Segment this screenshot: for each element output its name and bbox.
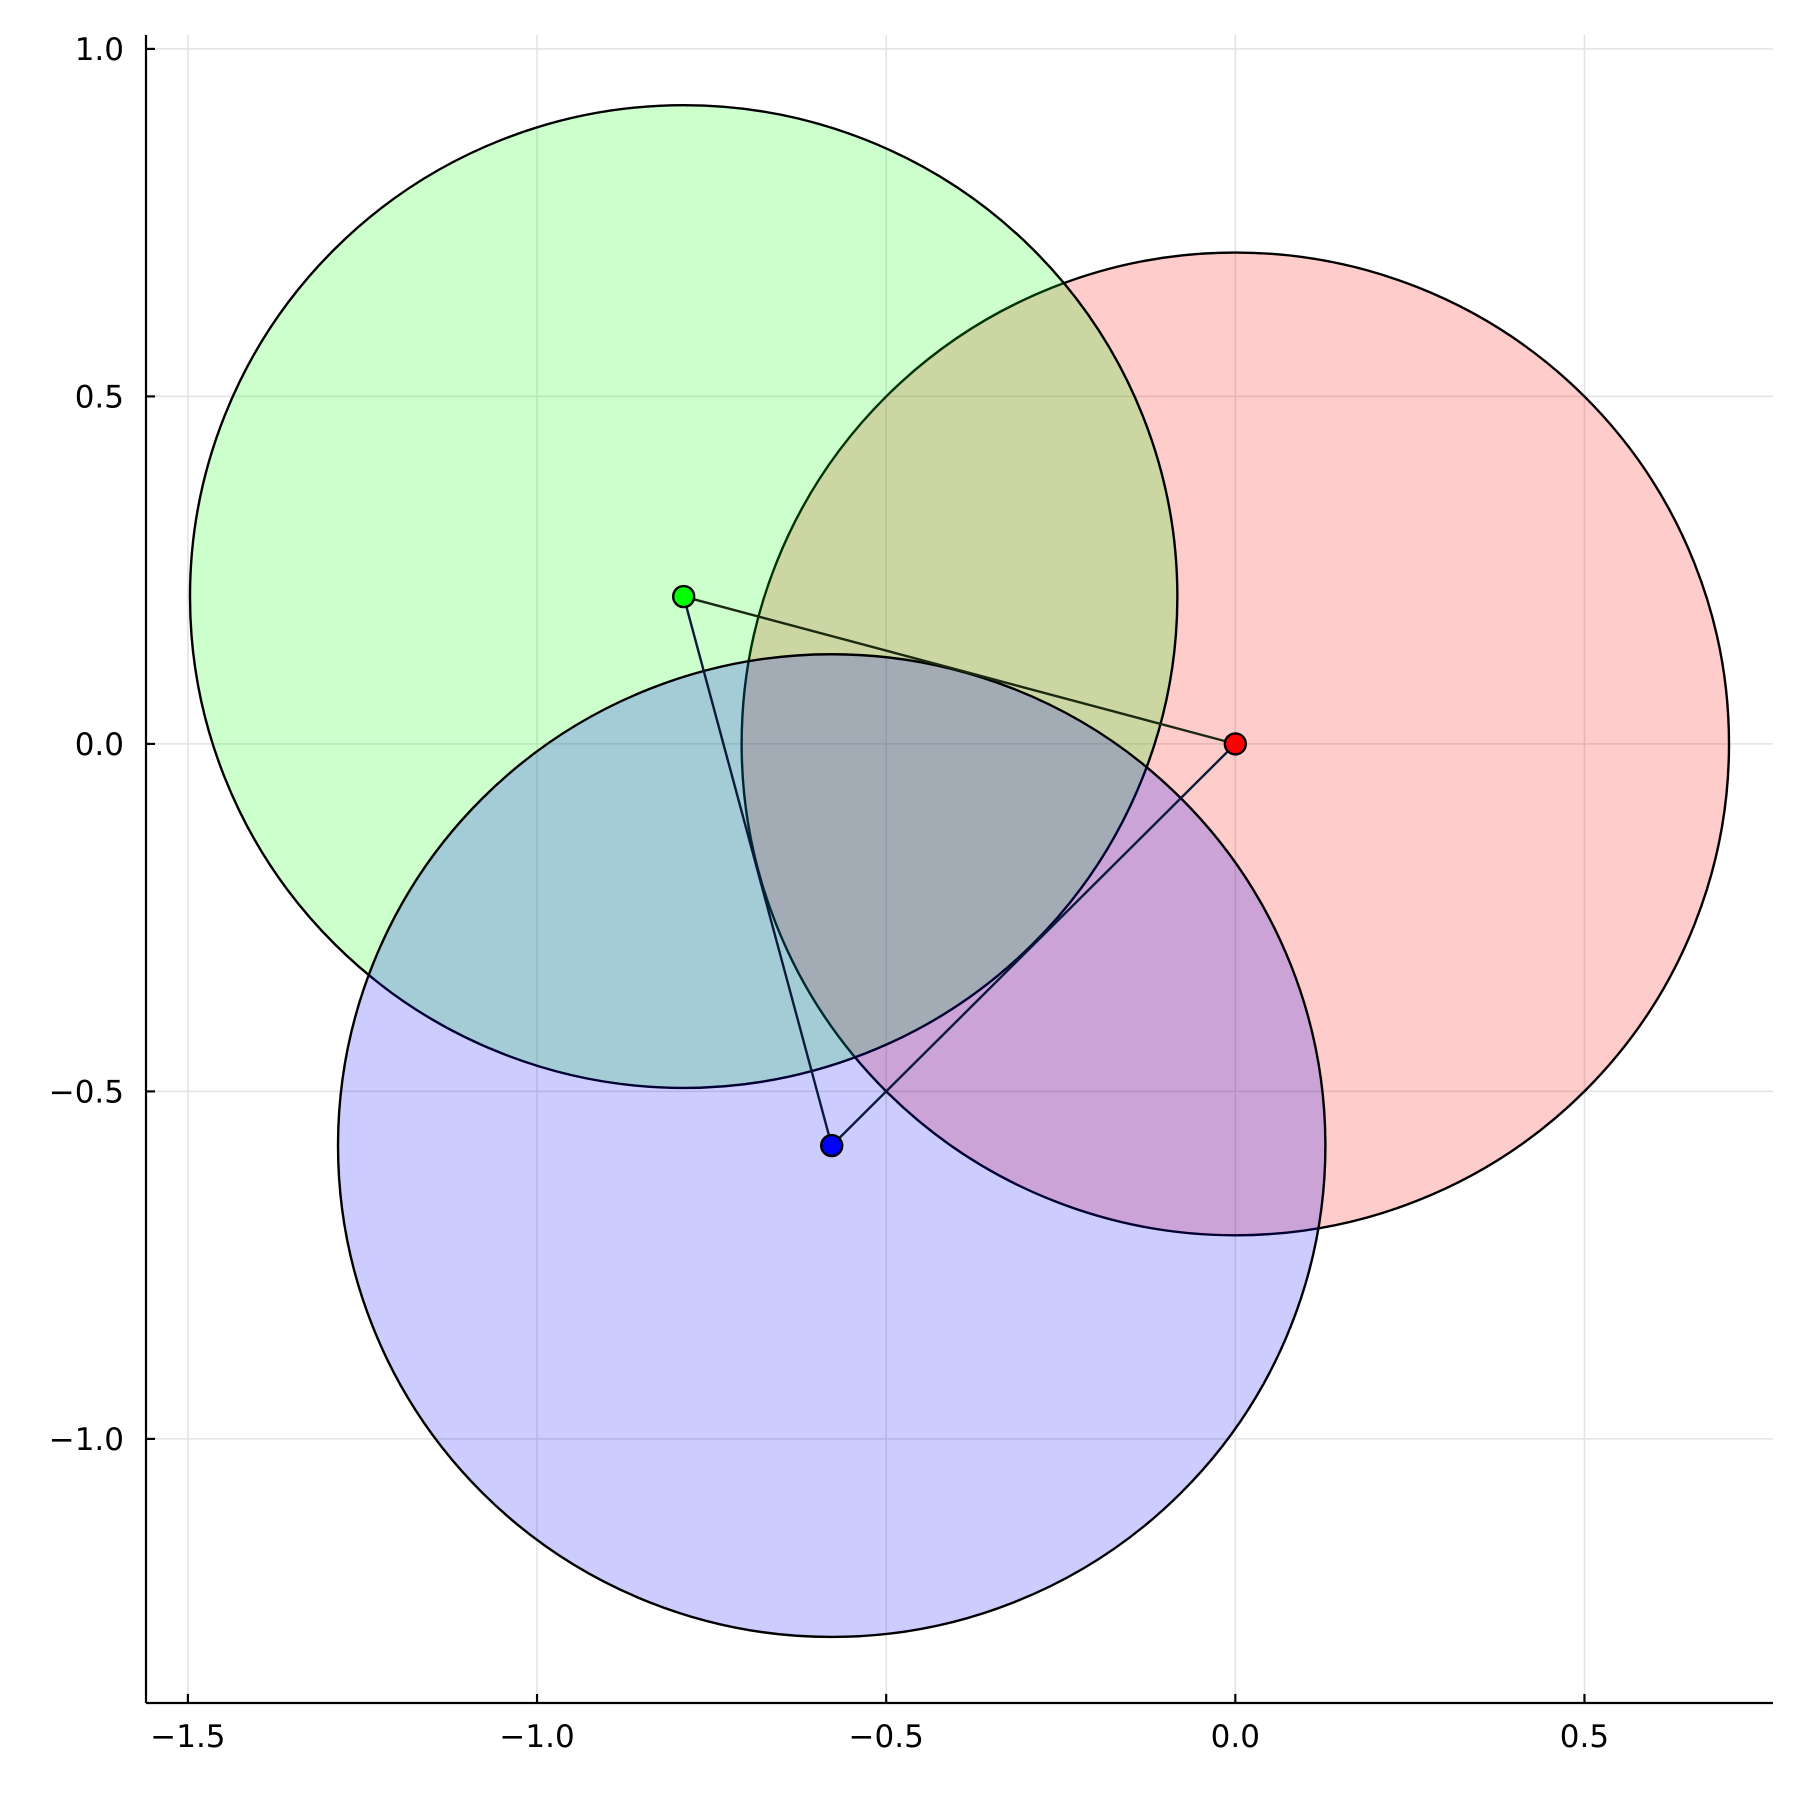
circles-layer [188,103,1731,1639]
data-point-2 [820,1133,844,1158]
x-tick-label: 0.0 [1211,1719,1260,1755]
data-point-0 [1223,732,1248,756]
axes: −1.5 −1.0 −0.5 0.0 0.5 −1.0 −0.5 0.0 0.5 1.0 [49,32,1773,1755]
y-tick-label: 0.5 [75,379,124,415]
y-tick-label: −1.0 [49,1422,124,1458]
x-tick-label: −1.0 [499,1719,574,1755]
y-tick-label: 1.0 [75,32,124,68]
edge-line-2 [830,743,1237,1147]
grid [146,35,1773,1703]
data-point-1 [671,584,696,609]
points-layer [671,584,1248,1158]
edge-line-1 [682,596,833,1146]
x-tick-label: −0.5 [849,1719,924,1755]
x-tick-label: −1.5 [150,1719,225,1755]
y-tick-label: −0.5 [49,1074,124,1110]
edges-layer [682,595,1237,1147]
y-tick-label: 0.0 [75,727,124,763]
x-tick-label: 0.5 [1560,1719,1609,1755]
edge-line-0 [683,595,1236,746]
